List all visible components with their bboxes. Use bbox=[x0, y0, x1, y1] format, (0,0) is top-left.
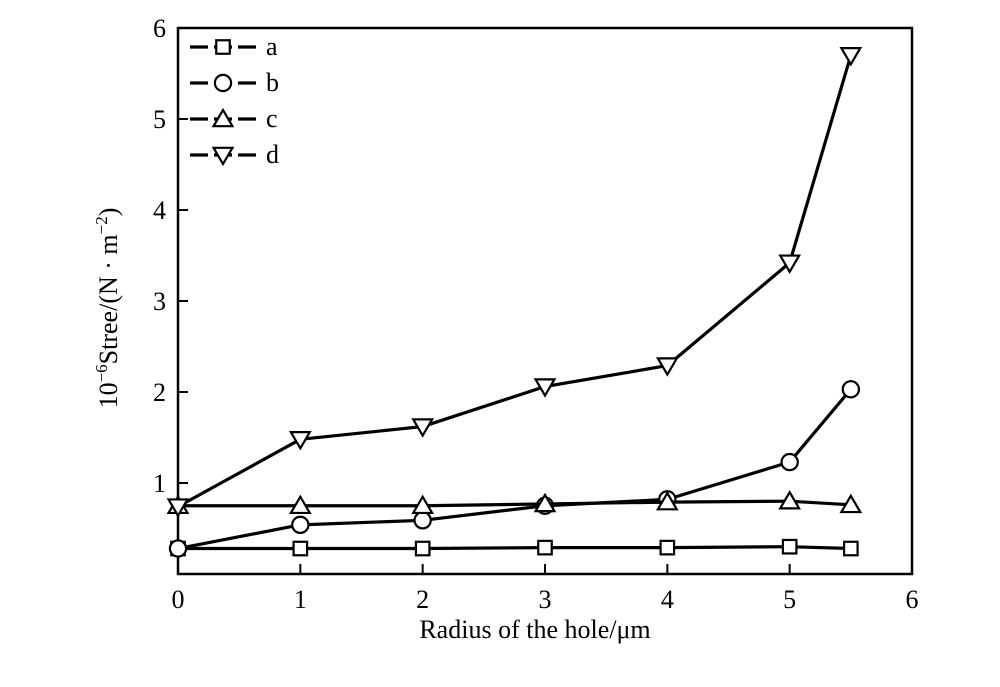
legend-item-b: b bbox=[190, 68, 279, 97]
series-b-point bbox=[291, 515, 310, 535]
series-a bbox=[170, 538, 859, 557]
x-tick-label: 5 bbox=[783, 585, 796, 614]
series-d-point bbox=[778, 254, 802, 274]
legend-item-d: d bbox=[190, 140, 279, 169]
legend-label: b bbox=[266, 68, 279, 97]
series-a-point bbox=[537, 539, 553, 556]
legend-marker bbox=[211, 146, 235, 167]
series-a-line bbox=[178, 545, 851, 551]
series-d-point bbox=[533, 378, 557, 398]
series-d-point bbox=[288, 431, 312, 451]
series-d bbox=[166, 46, 863, 518]
series-c-line bbox=[178, 499, 851, 508]
series-b-point bbox=[168, 539, 188, 558]
x-tick-label: 3 bbox=[539, 585, 552, 614]
series-c-point bbox=[655, 490, 679, 511]
plot-frame bbox=[176, 26, 914, 576]
series-b bbox=[168, 380, 861, 558]
legend-item-a: a bbox=[190, 32, 278, 61]
legend-marker bbox=[213, 73, 233, 93]
y-tick-label: 6 bbox=[153, 14, 166, 43]
series-d-point bbox=[411, 418, 435, 438]
series-d-point bbox=[839, 46, 863, 67]
legend-label: c bbox=[266, 104, 278, 133]
series-c-point bbox=[839, 493, 863, 514]
series-a-point bbox=[292, 540, 309, 557]
series-c-point bbox=[533, 492, 557, 513]
series-c-point bbox=[411, 494, 435, 515]
x-axis-label: Radius of the hole/μm bbox=[419, 615, 651, 644]
series-b-line bbox=[177, 388, 853, 551]
y-tick-label: 5 bbox=[153, 105, 166, 134]
x-tick-label: 2 bbox=[416, 585, 429, 614]
x-tick-label: 1 bbox=[294, 585, 307, 614]
series-b-point bbox=[841, 380, 861, 399]
x-tick-label: 6 bbox=[906, 585, 919, 614]
series-c-point bbox=[288, 494, 312, 515]
y-tick-label: 4 bbox=[153, 196, 166, 225]
series-d-point bbox=[655, 357, 679, 377]
legend-marker bbox=[215, 39, 231, 55]
series-d-point bbox=[166, 498, 190, 518]
y-tick-label: 3 bbox=[153, 287, 166, 316]
legend-item-c: c bbox=[190, 104, 278, 133]
x-tick-label: 0 bbox=[172, 585, 185, 614]
legend-label: a bbox=[266, 32, 278, 61]
series-d-line bbox=[177, 54, 853, 509]
series-b-point bbox=[780, 452, 799, 472]
series-c-point bbox=[778, 490, 802, 510]
legend-label: d bbox=[266, 140, 279, 169]
y-tick-label: 2 bbox=[153, 378, 166, 407]
series-a-point bbox=[842, 540, 859, 557]
x-tick-label: 4 bbox=[661, 585, 674, 614]
series-a-point bbox=[414, 540, 431, 557]
legend-marker bbox=[211, 107, 235, 128]
series-a-point bbox=[781, 538, 798, 555]
series-b-point bbox=[413, 511, 432, 530]
y-tick-label: 1 bbox=[153, 469, 166, 498]
y-axis-label: 10−6Stree/(N · m−2) bbox=[92, 207, 123, 409]
series-a-point bbox=[659, 539, 676, 556]
